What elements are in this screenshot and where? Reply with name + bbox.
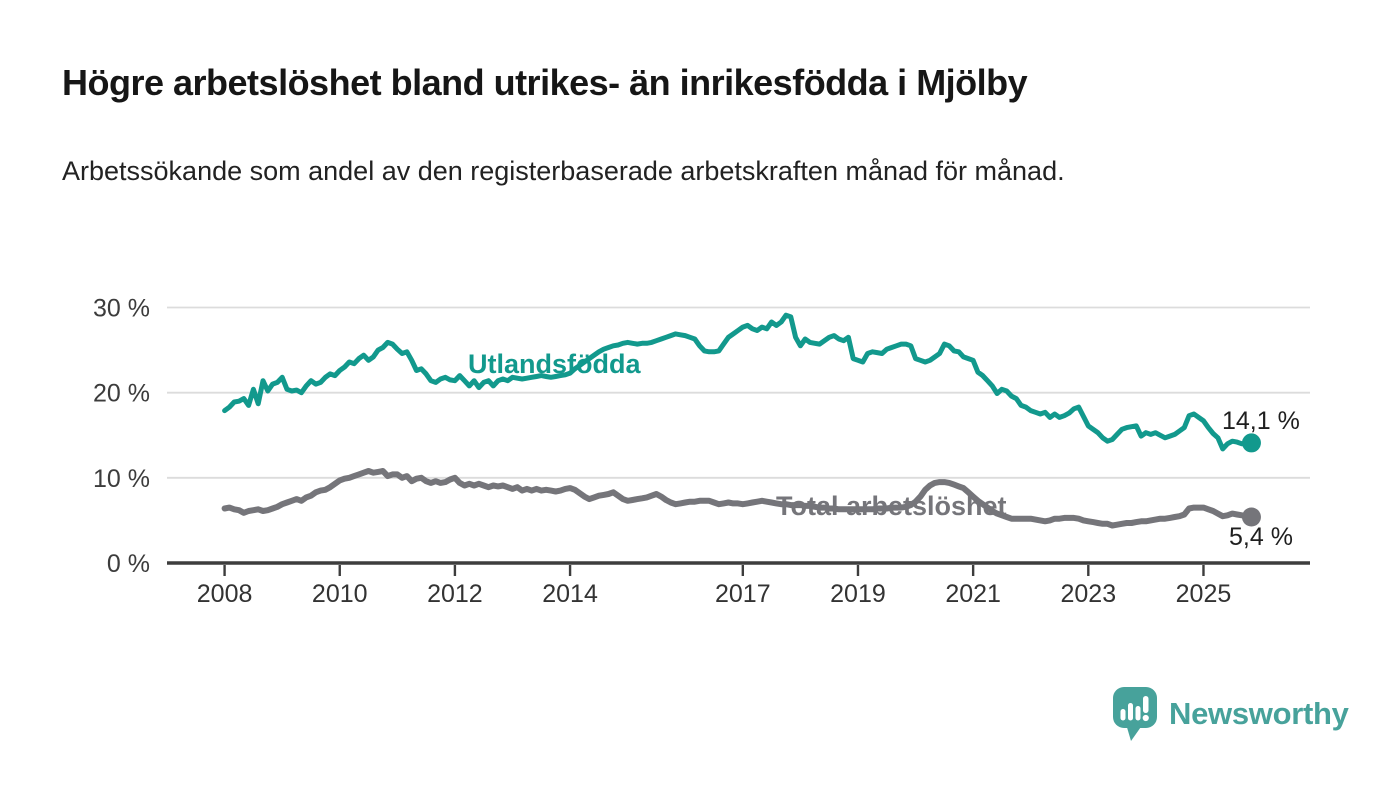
x-tick-label-2019: 2019 [830,580,886,608]
utlandsfodda-line [222,312,1254,452]
x-tick-label-2021: 2021 [945,580,1001,608]
x-tick-label-2023: 2023 [1060,580,1116,608]
total-line [221,468,1255,529]
y-tick-label-30: 30 % [93,295,150,323]
y-tick-label-10: 10 % [93,465,150,493]
series-lines [221,312,1261,529]
end-value-label-total: 5,4 % [1229,523,1293,551]
series-label-utlandsfodda: Utlandsfödda [468,349,641,379]
y-gridlines [167,306,1310,565]
x-tick-label-2012: 2012 [427,580,483,608]
end-value-label-utlandsfodda: 14,1 % [1222,407,1300,435]
x-axis: 2008 2010 2012 2014 2017 2019 2021 2023 2025 [197,565,1232,608]
newsworthy-logo-icon [1113,687,1157,741]
chart-title: Högre arbetslöshet bland utrikes- än inr… [62,62,1028,103]
annotations: Utlandsfödda Total arbetslöshet 14,1 % 5… [468,349,1300,551]
y-axis-labels: 0 % 10 % 20 % 30 % [93,295,150,579]
x-tick-label-2025: 2025 [1176,580,1232,608]
y-tick-label-0: 0 % [107,550,150,578]
series-label-total-arbetsloshet: Total arbetslöshet [776,491,1007,521]
x-tick-label-2010: 2010 [312,580,368,608]
y-tick-label-20: 20 % [93,380,150,408]
total-end-dot [1241,507,1261,527]
chart-subtitle: Arbetssökande som andel av den registerb… [62,156,1065,186]
x-tick-label-2014: 2014 [542,580,598,608]
x-tick-label-2017: 2017 [715,580,771,608]
newsworthy-branding: Newsworthy [1112,686,1349,742]
newsworthy-logo-text: Newsworthy [1169,696,1349,731]
utlandsfodda-end-dot [1241,433,1261,453]
x-tick-label-2008: 2008 [197,580,253,608]
